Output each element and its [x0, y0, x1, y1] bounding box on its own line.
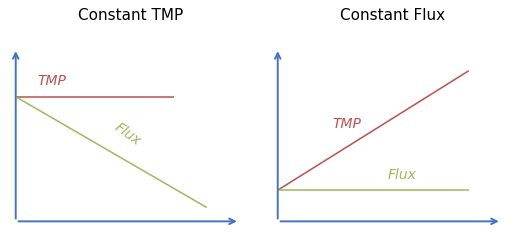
- Text: Constant TMP: Constant TMP: [79, 8, 183, 23]
- Text: Flux: Flux: [388, 168, 417, 182]
- Text: Flux: Flux: [112, 120, 144, 149]
- Text: Constant Flux: Constant Flux: [341, 8, 445, 23]
- Text: TMP: TMP: [333, 117, 362, 131]
- Text: TMP: TMP: [38, 74, 67, 88]
